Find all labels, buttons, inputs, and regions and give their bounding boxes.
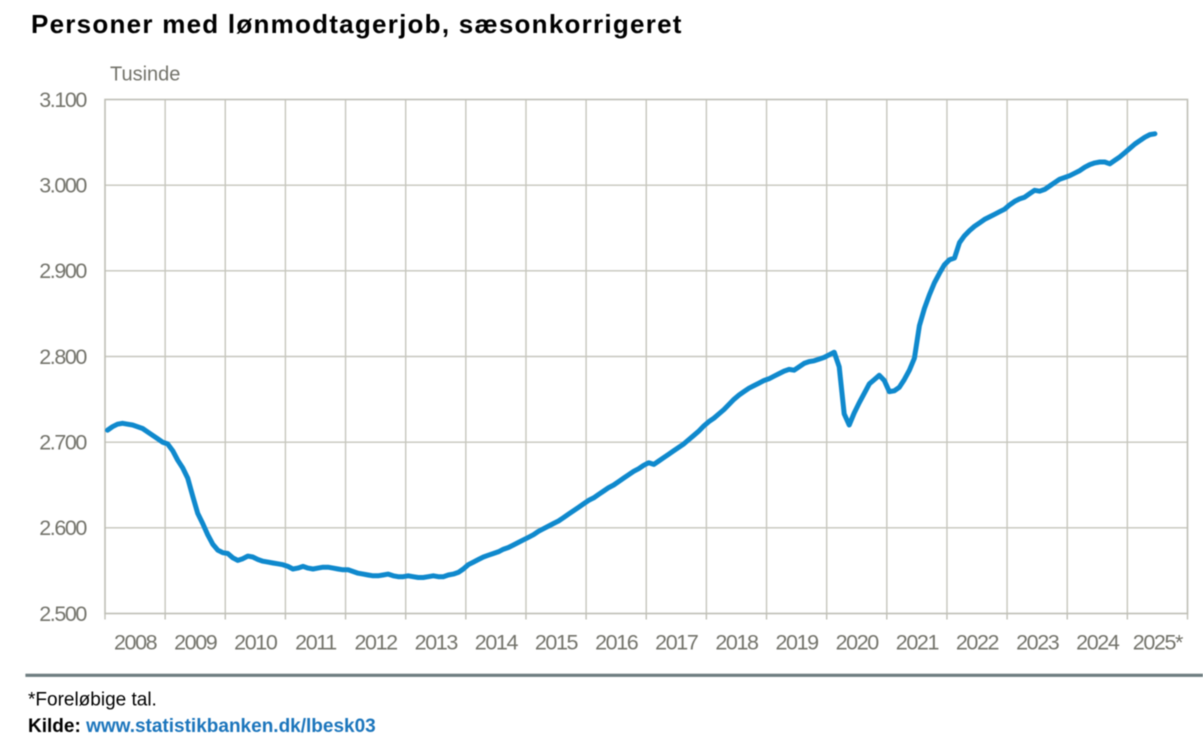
svg-text:Tusinde: Tusinde [110, 64, 180, 86]
svg-text:2019: 2019 [775, 631, 818, 655]
svg-text:3.000: 3.000 [39, 174, 87, 198]
svg-text:2013: 2013 [415, 631, 459, 655]
svg-text:2009: 2009 [174, 631, 217, 655]
svg-text:2024: 2024 [1076, 631, 1120, 655]
svg-text:2008: 2008 [114, 631, 158, 655]
svg-text:2.900: 2.900 [39, 259, 87, 283]
svg-text:2011: 2011 [295, 631, 336, 655]
svg-text:2022: 2022 [956, 631, 999, 655]
svg-text:2.500: 2.500 [39, 602, 87, 626]
svg-text:2010: 2010 [234, 631, 278, 655]
svg-text:2023: 2023 [1016, 631, 1060, 655]
svg-text:2.600: 2.600 [39, 516, 87, 540]
svg-text:2014: 2014 [475, 631, 519, 655]
svg-text:2.800: 2.800 [39, 345, 87, 369]
svg-text:2.700: 2.700 [39, 431, 87, 455]
svg-text:2020: 2020 [836, 631, 880, 655]
svg-text:2015: 2015 [535, 631, 579, 655]
svg-text:Personer med lønmodtagerjob, s: Personer med lønmodtagerjob, sæsonkorrig… [31, 9, 683, 39]
svg-text:2018: 2018 [715, 631, 759, 655]
svg-text:2025*: 2025* [1133, 631, 1184, 655]
svg-text:2016: 2016 [595, 631, 639, 655]
svg-text:*Foreløbige tal.: *Foreløbige tal. [28, 690, 157, 711]
svg-text:2012: 2012 [354, 631, 397, 655]
svg-text:2021: 2021 [896, 631, 939, 655]
svg-text:Kilde: www.statistikbanken.dk/: Kilde: www.statistikbanken.dk/lbesk03 [28, 716, 376, 737]
svg-text:3.100: 3.100 [39, 88, 87, 112]
svg-text:2017: 2017 [655, 631, 698, 655]
